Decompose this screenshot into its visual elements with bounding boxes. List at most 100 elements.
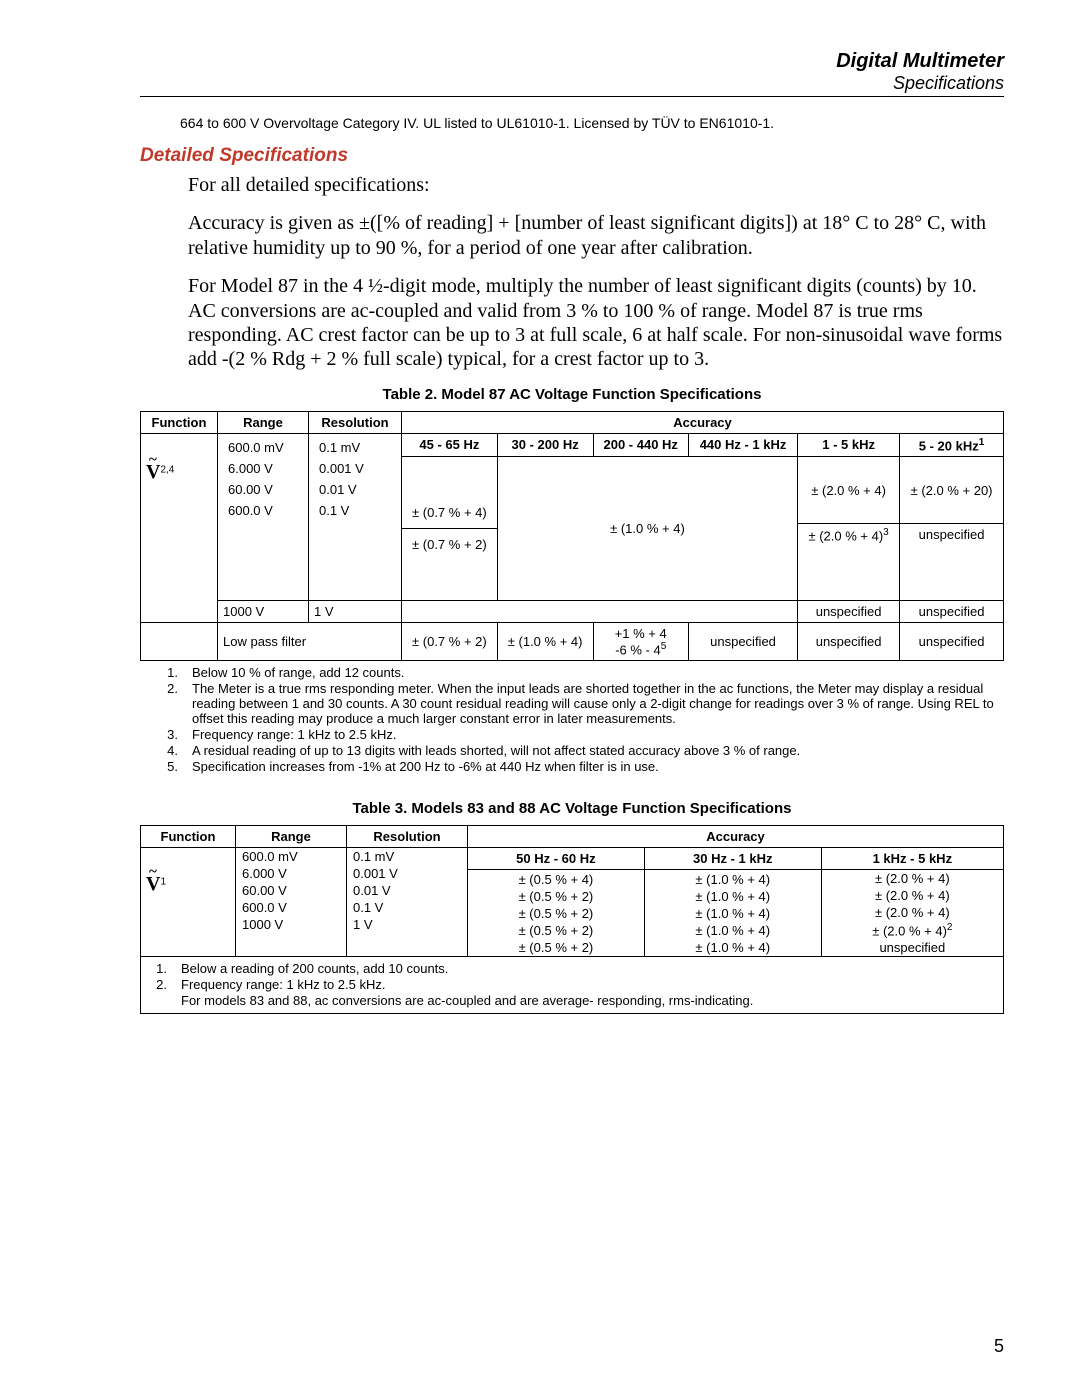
- resolution-cell: 0.1 mV0.001 V0.01 V0.1 V1 V: [347, 848, 468, 957]
- range-cell-ext: [218, 524, 309, 601]
- footnote-num: 2.: [160, 681, 178, 726]
- acc-cell: unspecified: [798, 622, 900, 660]
- resolution-cell: 0.1 mV0.001 V0.01 V0.1 V: [309, 433, 402, 524]
- acc: ± (0.7 % + 4): [402, 497, 497, 529]
- acc-cell: ± (2.0 % + 20): [900, 457, 1004, 524]
- footnote-text: Specification increases from -1% at 200 …: [192, 759, 1004, 774]
- empty-cell: [141, 622, 218, 660]
- acc-cell: unspecified: [900, 600, 1004, 622]
- resolution: 0.1 V: [314, 500, 369, 521]
- range-cell: 600.0 mV6.000 V60.00 V600.0 V: [218, 433, 309, 524]
- acc-cell: ± (2.0 % + 4): [798, 457, 900, 524]
- th-accuracy: Accuracy: [402, 411, 1004, 433]
- cell: 0.1 V: [347, 899, 467, 916]
- cell: 600.0 mV: [236, 848, 346, 865]
- range: 1000 V: [218, 600, 309, 622]
- footnote-num: 4.: [160, 743, 178, 758]
- th-resolution: Resolution: [347, 826, 468, 848]
- resolution: 0.01 V: [314, 479, 369, 500]
- sub-header: 1 - 5 kHz: [798, 433, 900, 456]
- header-subtitle: Specifications: [140, 73, 1004, 94]
- acc-cell: unspecified: [688, 622, 797, 660]
- resolution-cell-ext: [309, 524, 402, 601]
- paragraph: For all detailed specifications:: [188, 173, 1004, 197]
- sub-header: 50 Hz - 60 Hz: [468, 848, 645, 870]
- page-header: Digital Multimeter Specifications: [140, 50, 1004, 97]
- th-function: Function: [141, 411, 218, 433]
- resolution: 0.1 mV: [314, 437, 369, 458]
- page-number: 5: [994, 1336, 1004, 1357]
- range: 60.00 V: [223, 479, 289, 500]
- acc-cell: ± (1.0 % + 4): [497, 457, 797, 601]
- section-heading: Detailed Specifications: [140, 145, 1004, 167]
- ac-volts-icon: ~V: [146, 462, 160, 482]
- function-cell: ~V2,4: [141, 433, 218, 622]
- cell: 0.001 V: [347, 865, 467, 882]
- sub-header: 45 - 65 Hz: [402, 433, 498, 456]
- th-function: Function: [141, 826, 236, 848]
- resolution: 1 V: [309, 600, 402, 622]
- th-range: Range: [218, 411, 309, 433]
- cell: ± (1.0 % + 4): [645, 939, 821, 956]
- lpf-label: Low pass filter: [218, 622, 402, 660]
- cell: ± (2.0 % + 4): [822, 887, 1003, 904]
- footnote-num: 1.: [149, 961, 167, 976]
- footnote-num: 1.: [160, 665, 178, 680]
- acc-col: ± (2.0 % + 4)± (2.0 % + 4)± (2.0 % + 4)±…: [821, 870, 1003, 957]
- acc: ± (0.7 % + 2): [402, 529, 497, 560]
- cell: 60.00 V: [236, 882, 346, 899]
- footnote-text: Frequency range: 1 kHz to 2.5 kHz.: [192, 727, 1004, 742]
- table2: Function Range Resolution Accuracy ~V2,4…: [140, 411, 1004, 661]
- table3: Function Range Resolution Accuracy ~V1 6…: [140, 825, 1004, 1014]
- page: Digital Multimeter Specifications 664 to…: [0, 0, 1080, 1397]
- acc-cell: ± (0.7 % + 2): [402, 622, 498, 660]
- sub-header: 1 kHz - 5 kHz: [821, 848, 1003, 870]
- cell: ± (2.0 % + 4)2: [822, 921, 1003, 939]
- acc-cell: ± (0.7 % + 4) ± (0.7 % + 2): [402, 457, 498, 601]
- cell: unspecified: [822, 939, 1003, 956]
- cell: ± (1.0 % + 4): [645, 905, 821, 922]
- ac-volts-icon: ~V: [146, 874, 160, 894]
- cell: ± (0.5 % + 2): [468, 922, 644, 939]
- th-accuracy: Accuracy: [468, 826, 1004, 848]
- range-cell: 600.0 mV6.000 V60.00 V600.0 V1000 V: [236, 848, 347, 957]
- cell: ± (1.0 % + 4): [645, 922, 821, 939]
- footnote-num: 3.: [160, 727, 178, 742]
- cell: ± (0.5 % + 2): [468, 888, 644, 905]
- header-title: Digital Multimeter: [140, 50, 1004, 73]
- acc-cell: unspecified: [900, 524, 1004, 601]
- sub-header: 5 - 20 kHz1: [900, 433, 1004, 456]
- footnote-text: For models 83 and 88, ac conversions are…: [181, 993, 995, 1008]
- sub-header: 30 Hz - 1 kHz: [644, 848, 821, 870]
- cell: ± (1.0 % + 4): [645, 871, 821, 888]
- cell: ± (2.0 % + 4): [822, 870, 1003, 887]
- cell: ± (0.5 % + 2): [468, 905, 644, 922]
- footnote-text: The Meter is a true rms responding meter…: [192, 681, 1004, 726]
- cell: ± (0.5 % + 2): [468, 939, 644, 956]
- cell: 1000 V: [236, 916, 346, 933]
- acc-cell: +1 % + 4-6 % - 45: [593, 622, 688, 660]
- footnote-text: A residual reading of up to 13 digits wi…: [192, 743, 1004, 758]
- cell: 6.000 V: [236, 865, 346, 882]
- footnote-num: [149, 993, 167, 1008]
- table3-footnotes-cell: 1. Below a reading of 200 counts, add 10 …: [141, 957, 1004, 1014]
- th-resolution: Resolution: [309, 411, 402, 433]
- acc-col: ± (0.5 % + 4)± (0.5 % + 2)± (0.5 % + 2)±…: [468, 870, 645, 957]
- paragraph: For Model 87 in the 4 ½-digit mode, mult…: [188, 274, 1004, 372]
- range: 600.0 V: [223, 500, 289, 521]
- footnote-num: 5.: [160, 759, 178, 774]
- paragraph: Accuracy is given as ±([% of reading] + …: [188, 211, 1004, 260]
- cell: ± (2.0 % + 4): [822, 904, 1003, 921]
- footnote-text: Below a reading of 200 counts, add 10 co…: [181, 961, 995, 976]
- table3-caption: Table 3. Models 83 and 88 AC Voltage Fun…: [140, 800, 1004, 817]
- pre-note: 664 to 600 V Overvoltage Category IV. UL…: [180, 115, 1004, 131]
- table2-footnotes: 1. Below 10 % of range, add 12 counts. 2. T…: [140, 665, 1004, 774]
- function-cell: ~V1: [141, 848, 236, 957]
- cell: 0.01 V: [347, 882, 467, 899]
- acc-cell: ± (2.0 % + 4)3: [798, 524, 900, 601]
- footnote-text: Below 10 % of range, add 12 counts.: [192, 665, 1004, 680]
- cell: 600.0 V: [236, 899, 346, 916]
- sub-header: 30 - 200 Hz: [497, 433, 593, 456]
- cell: ± (0.5 % + 4): [468, 871, 644, 888]
- acc-cell: unspecified: [798, 600, 900, 622]
